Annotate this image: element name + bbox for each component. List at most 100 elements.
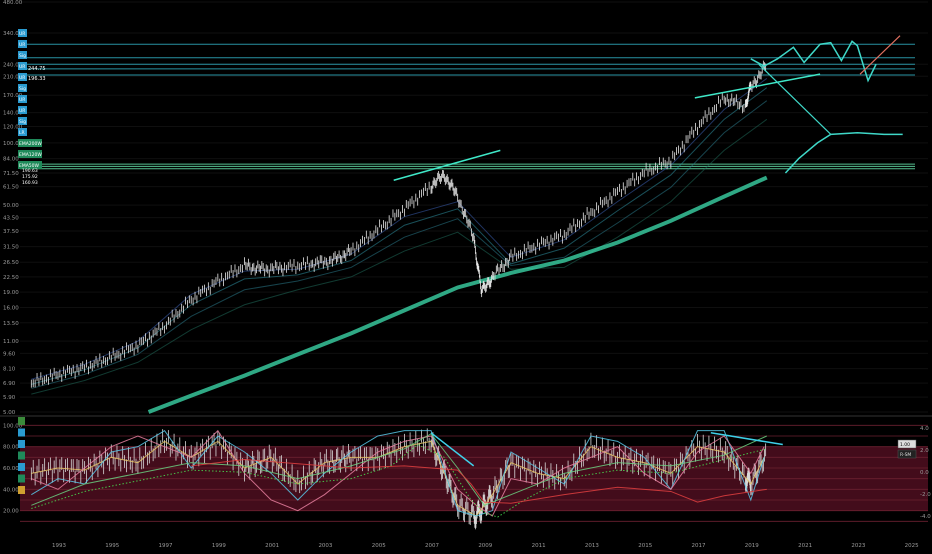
price-tick-label: 50.00 [3,203,19,209]
side-tag [18,29,27,37]
price-tick-label: 84.00 [3,157,19,163]
price-tick-label: 26.50 [3,260,19,266]
side-tag-label: EMA50W [19,163,40,169]
x-tick-label: 2005 [372,543,386,549]
x-tick-label: 2011 [532,543,546,549]
oscillator-right-tick: 0.0 [920,470,929,476]
price-tick-label: 5.90 [3,395,16,401]
price-bottom-tag: 190.63 [22,168,38,174]
price-tick-label: 6.90 [3,381,16,387]
x-tick-label: 2013 [585,543,599,549]
oscillator-line [191,458,767,504]
price-tick-label: 43.50 [3,216,19,222]
x-axis: 1993 1995 1997 1999 2001 2003 2005 2007 2009 2011… [52,543,919,549]
moving-average-line [31,78,768,380]
x-tick-label: 1997 [159,543,173,549]
price-tick-label: 210.00 [3,74,23,80]
side-tag-label: EMA120W [19,152,42,158]
oscillator-left-tick: 40.00 [3,487,19,493]
oscillator-left-tick: 80.00 [3,445,19,451]
oscillator-line [31,443,767,518]
side-tag-label: UR [19,31,25,37]
price-tick-label: 31.50 [3,245,19,251]
side-tag-label: Sig [19,53,26,59]
oscillator-tag [18,463,25,471]
side-tag-label: UR [19,42,25,48]
side-tag-label: LR [19,130,25,136]
price-tick-label: 240.00 [3,62,23,68]
oscillator-left-tick: 60.00 [3,466,19,472]
x-tick-label: 2009 [478,543,492,549]
oscillator-right-tick: -4.0 [920,514,931,520]
oscillator-tag [18,428,25,437]
price-axis: 480.00 340.00 240.00 210.00 170.00 140.00 120.… [3,0,928,416]
x-tick-label: 2025 [905,543,919,549]
x-tick-label: 2015 [638,543,652,549]
side-tag-label: Sig [19,86,26,92]
oscillator-tag [18,486,25,494]
price-bottom-tag: 175.92 [22,174,38,180]
x-tick-label: 2001 [265,543,279,549]
oscillator-panel: 100.00 80.00 60.00 40.00 20.00 4.0 2.0 0.0 -2.0 -… [0,415,932,530]
oscillator-line [31,429,765,517]
side-tag [18,51,27,59]
price-tick-label: 340.00 [3,31,23,37]
price-tick-label: 140.00 [3,111,23,117]
moving-average-line [147,175,768,414]
price-tick-label: 480.00 [3,0,23,6]
divergence-line [430,432,475,467]
oscillator-line [31,433,767,506]
projection-line [784,131,903,174]
oscillator-right-badge-label: 1.00 [900,442,910,448]
price-tick-label: 5.00 [3,410,16,416]
side-tag-label: EMA200W [19,141,42,147]
side-tag [18,95,27,103]
price-badge-label: 196.33 [28,76,46,82]
oscillator-right-tick: 2.0 [920,448,929,454]
price-tick-label: 120.00 [3,125,23,131]
x-tick-label: 1993 [52,543,66,549]
moving-average-line [31,118,768,395]
x-tick-label: 2003 [318,543,332,549]
x-tick-label: 2019 [745,543,759,549]
side-tag [18,117,27,125]
price-tick-label: 9.60 [3,351,16,357]
side-tag [18,150,42,158]
oscillator-right-tick: 4.0 [920,426,929,432]
x-tick-label: 1999 [212,543,226,549]
price-tick-label: 11.00 [3,339,19,345]
trend-line [393,149,501,181]
price-levels [20,43,915,170]
oscillator-tag [18,474,25,483]
oscillator-right-tick: -2.0 [920,492,931,498]
side-tag [18,40,27,48]
price-tick-label: 16.00 [3,306,19,312]
projection-arrow-up [859,35,901,75]
oscillator-side-tags: 1.00 R-SM [18,417,917,494]
price-tick-label: 170.00 [3,93,23,99]
price-side-tags: UR UR Sig UR UR Sig UR UR Sig LR EMA200W EMA120W EMA… [18,29,46,186]
side-tag [18,73,27,81]
price-badge-label: 244.75 [28,66,46,72]
oscillator-left-tick: 20.00 [3,509,19,515]
x-tick-label: 1995 [105,543,119,549]
x-tick-label: 2021 [798,543,812,549]
side-tag [18,128,27,136]
candles [30,60,767,388]
projection-line [750,40,877,83]
side-tag-label: UR [19,108,25,114]
oscillator-right-badge [897,439,917,449]
price-tick-label: 71.50 [3,171,19,177]
x-tick-label: 2007 [425,543,439,549]
price-tick-label: 37.50 [3,229,19,235]
side-tag-label: UR [19,64,25,70]
divergence-line [710,432,783,446]
oscillator-line [31,430,765,517]
side-tag-label: Sig [19,119,26,125]
price-tick-label: 19.00 [3,290,19,296]
side-tag-label: UR [19,97,25,103]
price-tick-label: 13.50 [3,321,19,327]
moving-average-line [31,87,768,385]
